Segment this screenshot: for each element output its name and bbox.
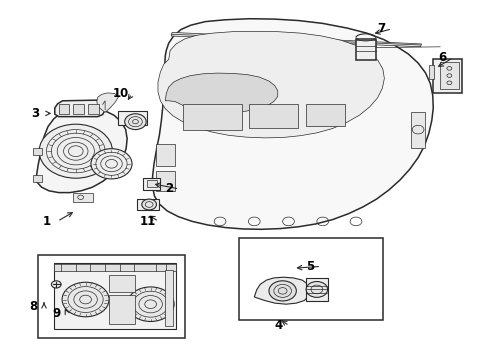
Polygon shape (37, 107, 127, 193)
Bar (118, 111, 146, 125)
Circle shape (62, 282, 109, 317)
Text: 7: 7 (377, 22, 385, 35)
Circle shape (124, 114, 146, 130)
Bar (54, 263, 176, 329)
Bar (142, 178, 160, 190)
Circle shape (142, 199, 156, 210)
Text: 1: 1 (42, 215, 50, 228)
Bar (73, 104, 84, 114)
Circle shape (51, 281, 61, 288)
Bar (146, 180, 157, 187)
Bar (33, 175, 42, 182)
Bar (137, 199, 159, 210)
Bar (54, 264, 176, 271)
Bar (428, 65, 433, 79)
Bar (155, 171, 175, 191)
Polygon shape (158, 31, 384, 138)
Bar (59, 104, 69, 114)
Circle shape (91, 149, 132, 179)
Bar (410, 112, 425, 148)
Bar (432, 59, 461, 93)
Polygon shape (254, 277, 310, 304)
Circle shape (127, 287, 174, 321)
Bar (108, 275, 135, 292)
Bar (238, 238, 382, 320)
Polygon shape (97, 93, 118, 112)
Bar (155, 144, 175, 166)
Bar (38, 255, 184, 338)
Text: 9: 9 (52, 307, 60, 320)
Text: 3: 3 (31, 107, 39, 120)
Bar (305, 278, 327, 301)
Text: 4: 4 (274, 319, 282, 332)
Bar (73, 193, 93, 202)
Text: 5: 5 (306, 260, 314, 273)
Bar (305, 104, 344, 126)
Bar (355, 39, 375, 60)
Bar (439, 62, 458, 89)
Polygon shape (152, 19, 432, 229)
Bar (108, 295, 135, 324)
Text: 6: 6 (438, 51, 446, 64)
Text: 8: 8 (29, 300, 37, 312)
Circle shape (39, 124, 112, 178)
Bar (249, 104, 298, 128)
Text: 10: 10 (113, 87, 129, 100)
Polygon shape (171, 32, 421, 47)
Circle shape (305, 282, 327, 297)
Text: 11: 11 (140, 215, 156, 228)
Text: 2: 2 (164, 183, 172, 195)
Polygon shape (55, 100, 105, 117)
Circle shape (268, 281, 296, 301)
Bar (88, 104, 99, 114)
Polygon shape (165, 73, 277, 112)
Bar (183, 104, 242, 130)
Bar (33, 148, 42, 155)
Bar (165, 270, 172, 326)
